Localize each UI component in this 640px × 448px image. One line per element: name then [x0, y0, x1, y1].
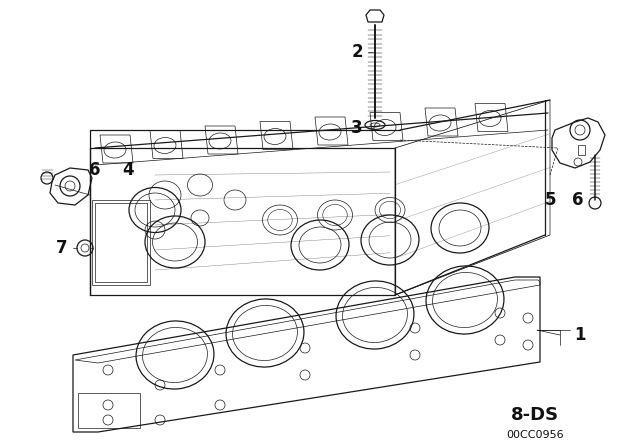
Text: 4: 4: [122, 161, 134, 179]
Text: 1: 1: [574, 326, 586, 344]
Text: 2: 2: [351, 43, 363, 61]
Text: 6: 6: [572, 191, 584, 209]
Text: 6: 6: [89, 161, 100, 179]
Text: 7: 7: [56, 239, 68, 257]
Text: 5: 5: [544, 191, 556, 209]
Text: 8-DS: 8-DS: [511, 406, 559, 424]
Text: 00CC0956: 00CC0956: [506, 430, 564, 440]
Text: 3: 3: [351, 119, 363, 137]
